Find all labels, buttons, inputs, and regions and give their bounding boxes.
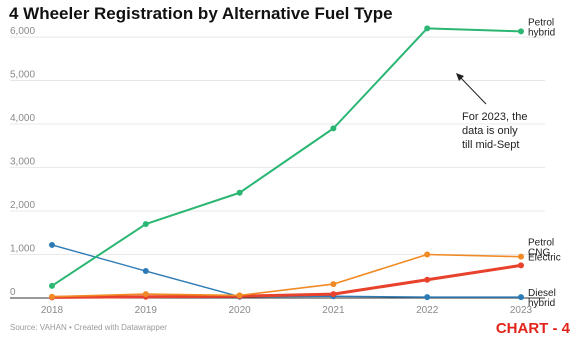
x-tick-label: 2021 bbox=[322, 305, 345, 316]
data-point bbox=[424, 25, 431, 32]
chart-title: 4 Wheeler Registration by Alternative Fu… bbox=[9, 4, 393, 23]
data-point bbox=[142, 291, 149, 298]
x-tick-label: 2023 bbox=[510, 305, 533, 316]
annotation-arrowhead bbox=[456, 73, 464, 81]
chart-number-stamp: CHART - 4 bbox=[495, 320, 570, 337]
series-points bbox=[49, 25, 524, 301]
y-tick-label: 4,000 bbox=[10, 113, 35, 124]
y-tick-labels: 0 1,000 2,000 3,000 4,000 5,000 6,000 bbox=[10, 26, 35, 298]
data-point bbox=[49, 293, 55, 300]
y-tick-label: 6,000 bbox=[10, 26, 35, 37]
x-tick-label: 2019 bbox=[135, 305, 158, 316]
x-tick-label: 2022 bbox=[416, 305, 439, 316]
data-point bbox=[518, 294, 524, 301]
y-tick-label: 3,000 bbox=[10, 157, 35, 168]
x-tick-label: 2020 bbox=[228, 305, 251, 316]
data-point bbox=[142, 221, 149, 228]
data-point bbox=[49, 282, 55, 289]
data-point bbox=[518, 253, 524, 260]
y-tick-label: 2,000 bbox=[10, 200, 35, 211]
data-point bbox=[236, 292, 243, 299]
data-point bbox=[424, 276, 431, 283]
series-lines bbox=[51, 27, 522, 299]
y-tick-label: 0 bbox=[10, 287, 16, 298]
data-point bbox=[330, 125, 337, 132]
series-line bbox=[51, 27, 522, 287]
data-point bbox=[518, 262, 524, 269]
y-tick-label: 5,000 bbox=[10, 70, 35, 81]
source-note: Source: VAHAN • Created with Datawrapper bbox=[10, 323, 167, 332]
annotation-text: For 2023, the bbox=[462, 111, 527, 123]
data-point bbox=[330, 281, 337, 288]
data-point bbox=[49, 241, 55, 248]
y-tick-label: 1,000 bbox=[10, 244, 35, 255]
series-label: Petrol bbox=[528, 238, 554, 249]
annotation-text: data is only bbox=[462, 125, 518, 137]
data-point bbox=[424, 294, 431, 301]
series-label: hybrid bbox=[528, 298, 555, 309]
series-label: Petrol bbox=[528, 17, 554, 28]
series-label: Electric bbox=[528, 252, 561, 263]
annotation-text: till mid-Sept bbox=[462, 139, 519, 151]
annotation-arrow bbox=[458, 75, 487, 105]
series-line bbox=[51, 253, 522, 298]
data-point bbox=[330, 291, 337, 298]
data-point bbox=[424, 251, 431, 258]
x-tick-labels: 2018 2019 2020 2021 2022 2023 bbox=[41, 305, 533, 316]
annotation: For 2023, the data is only till mid-Sept bbox=[456, 73, 527, 151]
data-point bbox=[236, 189, 243, 196]
series-line bbox=[51, 263, 522, 299]
x-tick-label: 2018 bbox=[41, 305, 64, 316]
series-label: Diesel bbox=[528, 288, 556, 299]
data-point bbox=[518, 28, 524, 35]
data-point bbox=[142, 268, 149, 275]
series-labels: PetrolhybridPetrolCNGElectricDieselhybri… bbox=[528, 17, 561, 309]
series-label: CNG bbox=[528, 248, 550, 259]
series-label: hybrid bbox=[528, 27, 555, 38]
